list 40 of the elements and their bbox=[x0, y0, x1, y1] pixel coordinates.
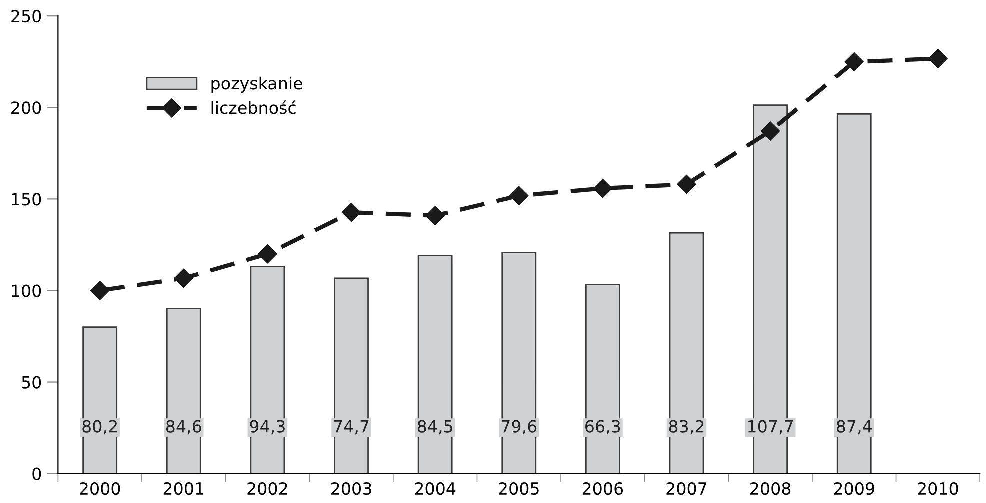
annotation: 87,4 bbox=[836, 420, 872, 435]
point bbox=[90, 281, 110, 300]
point bbox=[761, 122, 780, 141]
annotation: 79,6 bbox=[502, 420, 537, 435]
point bbox=[844, 52, 864, 72]
y-tick-label: 100 bbox=[12, 284, 42, 298]
x-tick-label: 2008 bbox=[750, 482, 791, 496]
y-tick-label: 250 bbox=[12, 10, 42, 23]
annotation: 84,5 bbox=[418, 420, 452, 435]
x-tick-label: 2006 bbox=[582, 482, 624, 496]
point bbox=[928, 49, 948, 68]
legend-label: liczebność bbox=[212, 100, 296, 114]
point bbox=[258, 244, 278, 264]
y-tick-label: 150 bbox=[12, 193, 42, 206]
x-tick-label: 2005 bbox=[499, 482, 539, 496]
y-tick-label: 50 bbox=[22, 376, 42, 389]
y-tick-label: 200 bbox=[12, 102, 42, 114]
annotation: 74,7 bbox=[334, 420, 369, 435]
x-tick-label: 2003 bbox=[332, 482, 372, 496]
point bbox=[174, 268, 194, 288]
x-tick-label: 2000 bbox=[80, 482, 120, 496]
annotation: 84,6 bbox=[166, 420, 202, 435]
legend-label: pozyskanie bbox=[212, 76, 302, 93]
annotation: 66,3 bbox=[586, 420, 620, 435]
annotation: 83,2 bbox=[669, 420, 704, 435]
point bbox=[510, 186, 529, 206]
point bbox=[342, 203, 362, 222]
y-tick-label: 0 bbox=[32, 468, 42, 480]
x-tick-label: 2002 bbox=[248, 482, 288, 496]
annotation: 80,2 bbox=[82, 420, 117, 435]
point bbox=[426, 206, 445, 226]
annotation: 94,3 bbox=[250, 420, 285, 435]
x-tick-label: 2007 bbox=[666, 482, 707, 496]
point bbox=[593, 179, 612, 198]
x-tick-label: 2009 bbox=[834, 482, 874, 496]
x-tick-label: 2001 bbox=[164, 482, 204, 496]
x-tick-label: 2004 bbox=[415, 482, 456, 496]
x-tick-label: 2010 bbox=[918, 482, 958, 496]
point bbox=[677, 175, 696, 194]
annotation: 107,7 bbox=[748, 420, 793, 435]
